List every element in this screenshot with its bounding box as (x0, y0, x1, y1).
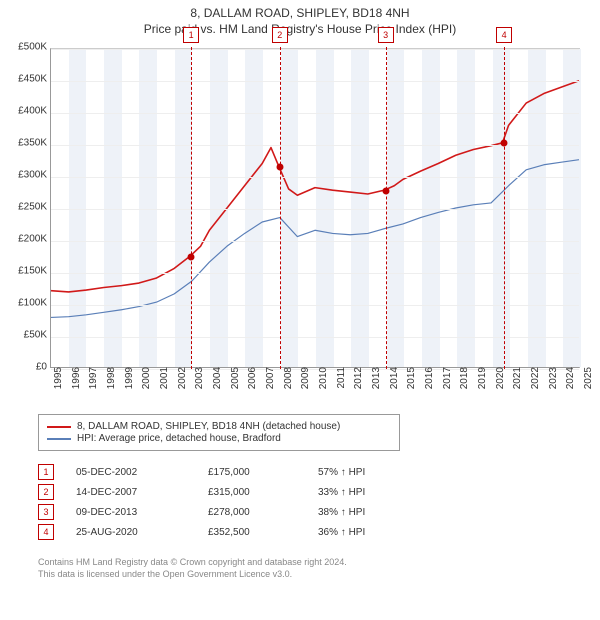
sale-row-price: £315,000 (208, 487, 318, 498)
sale-dot (501, 140, 508, 147)
sale-row-badge: 2 (38, 484, 54, 500)
sale-row-badge: 4 (38, 524, 54, 540)
sale-marker-badge: 4 (496, 27, 512, 43)
x-axis-label: 2009 (300, 367, 311, 389)
legend-swatch (47, 426, 71, 428)
sale-marker-line (280, 47, 281, 369)
grid-line (51, 305, 579, 306)
sale-row: 4 25-AUG-2020£352,50036% ↑ HPI (38, 522, 365, 542)
x-axis-label: 1995 (53, 367, 64, 389)
x-axis-label: 2010 (318, 367, 329, 389)
x-axis-label: 2021 (512, 367, 523, 389)
x-axis-label: 2005 (230, 367, 241, 389)
x-axis-label: 2004 (212, 367, 223, 389)
sale-row-price: £278,000 (208, 507, 318, 518)
legend: 8, DALLAM ROAD, SHIPLEY, BD18 4NH (detac… (38, 414, 400, 451)
y-axis-label: £400K (18, 106, 47, 117)
x-axis-label: 2014 (389, 367, 400, 389)
x-axis-label: 2017 (442, 367, 453, 389)
sale-row-pct: 38% ↑ HPI (318, 507, 365, 518)
x-axis-label: 2020 (495, 367, 506, 389)
x-axis-label: 2018 (459, 367, 470, 389)
x-axis-label: 2013 (371, 367, 382, 389)
x-axis-label: 2016 (424, 367, 435, 389)
footer: Contains HM Land Registry data © Crown c… (38, 556, 347, 580)
sale-row: 1 05-DEC-2002£175,00057% ↑ HPI (38, 462, 365, 482)
sale-row: 2 14-DEC-2007£315,00033% ↑ HPI (38, 482, 365, 502)
legend-label: 8, DALLAM ROAD, SHIPLEY, BD18 4NH (detac… (77, 421, 340, 432)
grid-line (51, 81, 579, 82)
sale-dot (276, 164, 283, 171)
sale-marker-line (386, 47, 387, 369)
sale-row-pct: 57% ↑ HPI (318, 467, 365, 478)
grid-line (51, 273, 579, 274)
x-axis-label: 1998 (106, 367, 117, 389)
y-axis-label: £450K (18, 74, 47, 85)
series-lines-layer (51, 49, 579, 367)
grid-line (51, 177, 579, 178)
y-axis-label: £200K (18, 234, 47, 245)
x-axis-label: 2011 (336, 367, 347, 389)
sale-dot (188, 254, 195, 261)
x-axis-label: 2003 (194, 367, 205, 389)
sale-row-date: 09-DEC-2013 (76, 507, 208, 518)
x-axis-label: 2002 (177, 367, 188, 389)
legend-item: HPI: Average price, detached house, Brad… (47, 433, 391, 444)
grid-line (51, 209, 579, 210)
grid-line (51, 241, 579, 242)
x-axis-label: 2008 (283, 367, 294, 389)
x-axis-label: 2007 (265, 367, 276, 389)
y-axis-label: £100K (18, 298, 47, 309)
x-axis-label: 2024 (565, 367, 576, 389)
sales-table: 1 05-DEC-2002£175,00057% ↑ HPI 2 14-DEC-200… (38, 462, 365, 542)
grid-line (51, 337, 579, 338)
sale-row-badge: 3 (38, 504, 54, 520)
y-axis-label: £250K (18, 202, 47, 213)
sale-dot (382, 188, 389, 195)
x-axis-label: 1999 (124, 367, 135, 389)
x-axis-label: 1997 (88, 367, 99, 389)
x-axis-label: 2019 (477, 367, 488, 389)
title-line-1: 8, DALLAM ROAD, SHIPLEY, BD18 4NH (0, 6, 600, 20)
x-axis-label: 1996 (71, 367, 82, 389)
y-axis-label: £150K (18, 266, 47, 277)
sale-marker-badge: 3 (378, 27, 394, 43)
grid-line (51, 113, 579, 114)
x-axis-label: 2000 (141, 367, 152, 389)
sale-row: 3 09-DEC-2013£278,00038% ↑ HPI (38, 502, 365, 522)
y-axis-label: £300K (18, 170, 47, 181)
x-axis-label: 2023 (548, 367, 559, 389)
x-axis-label: 2025 (583, 367, 594, 389)
x-axis-label: 2015 (406, 367, 417, 389)
sale-row-date: 14-DEC-2007 (76, 487, 208, 498)
x-axis-label: 2022 (530, 367, 541, 389)
x-axis-label: 2001 (159, 367, 170, 389)
grid-line (51, 49, 579, 50)
legend-swatch (47, 438, 71, 440)
sale-row-badge: 1 (38, 464, 54, 480)
legend-item: 8, DALLAM ROAD, SHIPLEY, BD18 4NH (detac… (47, 421, 391, 432)
y-axis-label: £350K (18, 138, 47, 149)
sale-marker-line (191, 47, 192, 369)
footer-line-2: This data is licensed under the Open Gov… (38, 569, 292, 579)
footer-line-1: Contains HM Land Registry data © Crown c… (38, 557, 347, 567)
sale-row-date: 05-DEC-2002 (76, 467, 208, 478)
y-axis-label: £0 (36, 362, 47, 373)
y-axis-label: £50K (24, 330, 47, 341)
sale-row-price: £175,000 (208, 467, 318, 478)
series-hpi (51, 160, 579, 318)
sale-row-pct: 36% ↑ HPI (318, 527, 365, 538)
x-axis-label: 2006 (247, 367, 258, 389)
sale-row-price: £352,500 (208, 527, 318, 538)
chart-plot-area: £0£50K£100K£150K£200K£250K£300K£350K£400… (50, 48, 580, 368)
y-axis-label: £500K (18, 42, 47, 53)
sale-row-pct: 33% ↑ HPI (318, 487, 365, 498)
sale-row-date: 25-AUG-2020 (76, 527, 208, 538)
sale-marker-badge: 1 (183, 27, 199, 43)
sale-marker-badge: 2 (272, 27, 288, 43)
legend-label: HPI: Average price, detached house, Brad… (77, 433, 281, 444)
grid-line (51, 145, 579, 146)
x-axis-label: 2012 (353, 367, 364, 389)
sale-marker-line (504, 47, 505, 369)
